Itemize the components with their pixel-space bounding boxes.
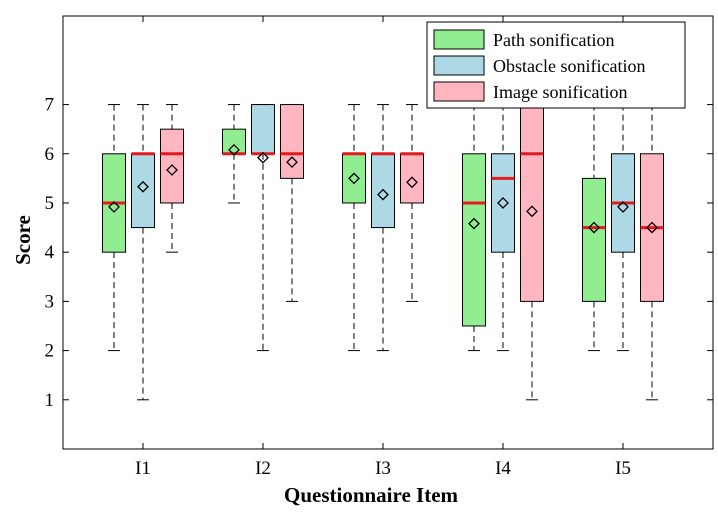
y-tick-label: 2	[45, 341, 55, 362]
x-tick-label: I2	[255, 458, 271, 479]
box-group	[131, 104, 155, 401]
box	[342, 153, 366, 204]
box-group	[611, 104, 635, 352]
boxes-layer	[102, 104, 664, 401]
mean-marker	[228, 143, 240, 156]
x-tick-label: I3	[375, 458, 391, 479]
box-group	[400, 104, 424, 302]
mean-marker	[166, 164, 178, 176]
box	[582, 177, 606, 302]
legend-swatch	[433, 29, 485, 50]
mean-marker	[348, 172, 360, 185]
legend-label: Image sonification	[493, 82, 627, 102]
mean-marker	[137, 180, 149, 193]
box-group	[640, 104, 664, 401]
box	[491, 153, 515, 253]
legend-swatch	[433, 81, 485, 102]
mean-marker	[497, 197, 509, 209]
box	[520, 104, 544, 302]
x-tick-label: I5	[615, 458, 631, 479]
y-tick-label: 4	[45, 242, 55, 263]
mean-marker	[646, 221, 658, 234]
box-group	[102, 104, 126, 352]
mean-marker	[617, 200, 629, 213]
mean-marker	[406, 176, 418, 189]
legend-swatch	[433, 55, 485, 76]
box-group	[371, 104, 395, 352]
mean-marker	[468, 217, 480, 230]
box-group	[582, 104, 606, 352]
y-tick-label: 3	[45, 291, 55, 312]
box	[280, 104, 304, 179]
box	[222, 128, 246, 155]
legend-label: Path sonification	[493, 30, 614, 50]
box-group	[342, 104, 366, 352]
mean-marker	[108, 200, 120, 213]
y-tick-label: 5	[45, 193, 55, 214]
box	[131, 153, 155, 229]
box	[462, 153, 486, 327]
box	[251, 104, 275, 155]
box-group	[280, 104, 304, 302]
box	[400, 153, 424, 204]
box-group	[520, 104, 544, 401]
plot-frame	[62, 15, 714, 450]
box	[160, 128, 184, 204]
ticks-layer: 1 2 3 4 5 6 7 I1 I2 I3 I4 I5	[45, 16, 713, 479]
mean-marker	[377, 188, 389, 201]
y-tick-label: 7	[45, 95, 55, 116]
box-group	[462, 104, 486, 352]
y-tick-label: 1	[45, 390, 55, 411]
mean-marker	[257, 151, 269, 164]
mean-marker	[526, 205, 538, 218]
y-tick-label: 6	[45, 144, 55, 165]
mean-marker	[588, 221, 600, 234]
x-tick-label: I1	[135, 458, 151, 479]
box-group	[251, 104, 275, 352]
box-group	[160, 104, 184, 253]
x-axis-title: Questionnaire Item	[284, 483, 459, 507]
x-tick-label: I4	[495, 458, 511, 479]
box-group	[491, 104, 515, 352]
mean-marker	[286, 156, 298, 169]
box	[371, 153, 395, 229]
legend-label: Obstacle sonification	[493, 56, 645, 76]
y-axis-title: Score	[11, 215, 35, 265]
legend: Path sonification Obstacle sonification Im…	[426, 21, 686, 109]
box-group	[222, 104, 246, 204]
